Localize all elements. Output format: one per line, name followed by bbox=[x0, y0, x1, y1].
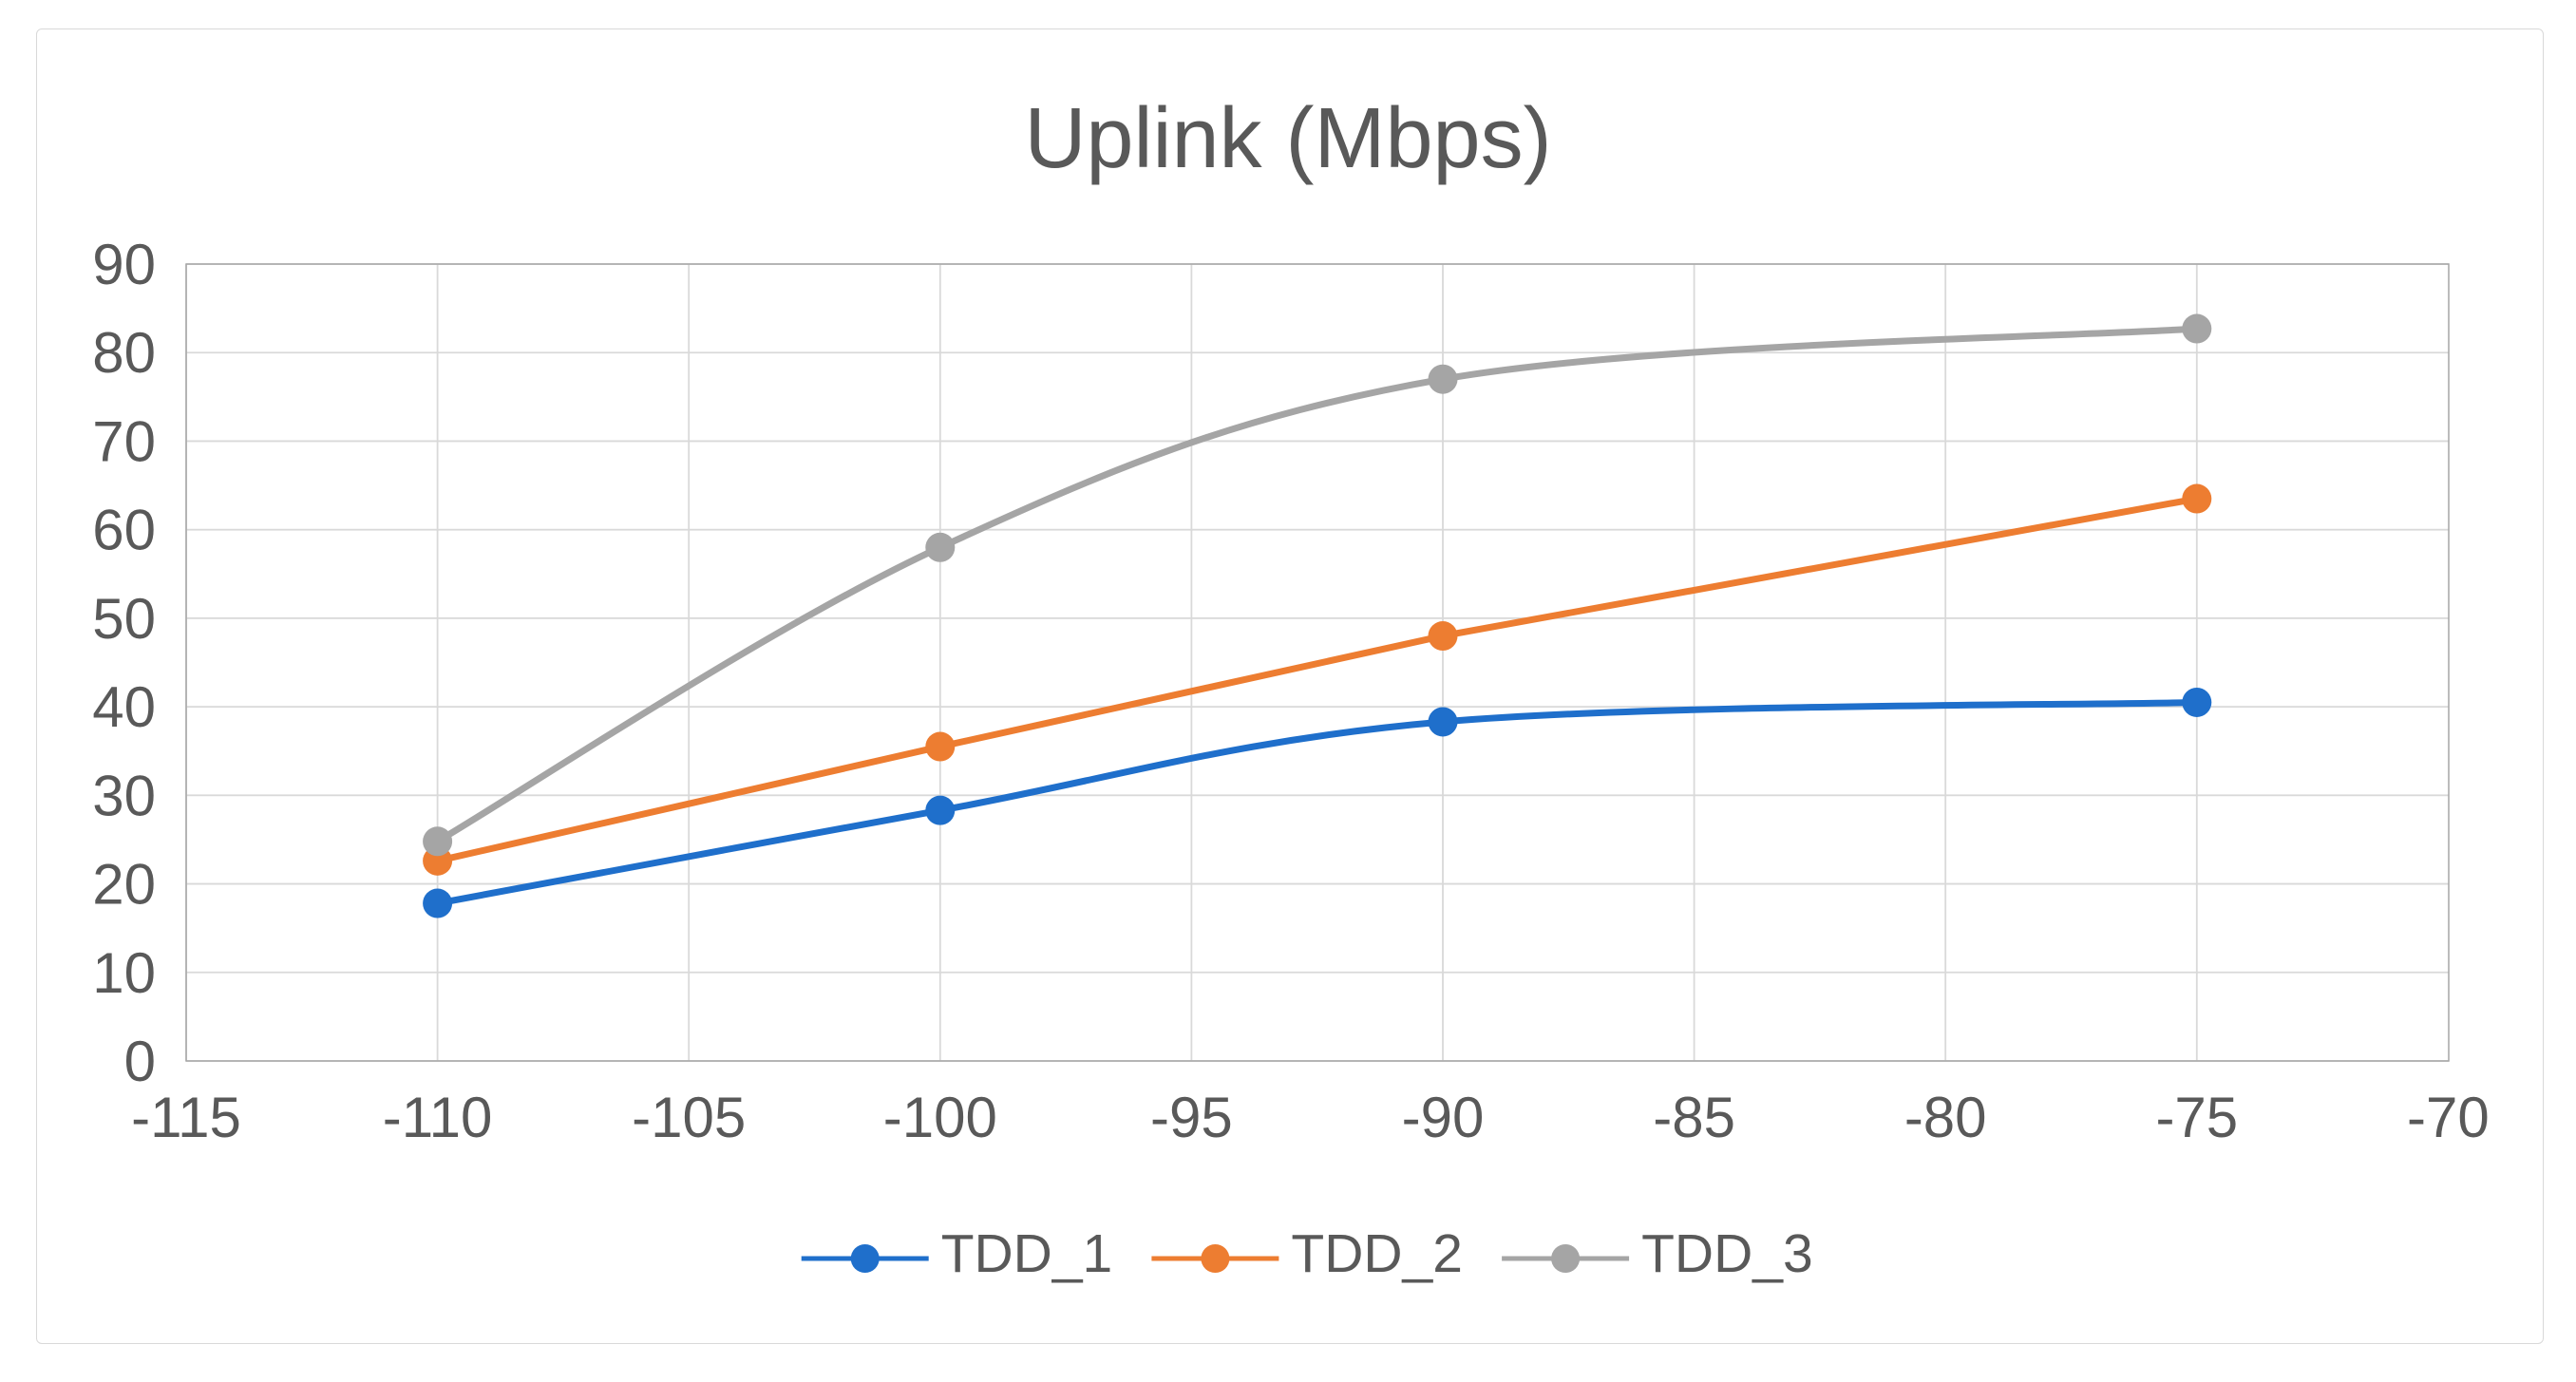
svg-text:70: 70 bbox=[92, 409, 156, 473]
svg-text:-80: -80 bbox=[1904, 1086, 1987, 1149]
svg-text:-90: -90 bbox=[1402, 1086, 1485, 1149]
svg-text:60: 60 bbox=[92, 499, 156, 562]
svg-text:-85: -85 bbox=[1653, 1086, 1735, 1149]
svg-text:0: 0 bbox=[124, 1030, 156, 1093]
svg-text:TDD_2: TDD_2 bbox=[1291, 1223, 1463, 1284]
svg-text:-100: -100 bbox=[883, 1086, 997, 1149]
svg-text:30: 30 bbox=[92, 764, 156, 827]
svg-text:40: 40 bbox=[92, 675, 156, 739]
svg-text:50: 50 bbox=[92, 587, 156, 651]
svg-text:-110: -110 bbox=[383, 1086, 493, 1149]
svg-text:-115: -115 bbox=[131, 1086, 241, 1149]
svg-text:TDD_1: TDD_1 bbox=[941, 1223, 1113, 1284]
svg-text:-75: -75 bbox=[2155, 1086, 2238, 1149]
svg-text:-105: -105 bbox=[632, 1086, 746, 1149]
svg-text:TDD_3: TDD_3 bbox=[1641, 1223, 1813, 1284]
svg-text:-70: -70 bbox=[2407, 1086, 2490, 1149]
svg-text:-95: -95 bbox=[1150, 1086, 1233, 1149]
svg-text:80: 80 bbox=[92, 321, 156, 385]
svg-text:20: 20 bbox=[92, 853, 156, 917]
svg-text:90: 90 bbox=[92, 233, 156, 296]
svg-text:10: 10 bbox=[92, 941, 156, 1005]
